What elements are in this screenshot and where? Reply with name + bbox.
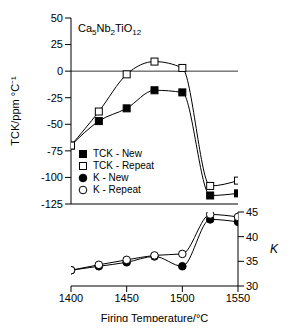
html-text:K - Repeat: K - Repeat <box>93 184 141 195</box>
svg-text:-125: -125 <box>41 198 63 208</box>
svg-text:45: 45 <box>246 208 258 218</box>
html-text:TCK - New: TCK - New <box>93 148 142 159</box>
svg-text:1400: 1400 <box>59 292 83 304</box>
svg-text:30: 30 <box>246 280 258 292</box>
svg-text:-50: -50 <box>47 118 63 130</box>
svg-text:K: K <box>270 242 279 256</box>
svg-text:-75: -75 <box>47 145 63 157</box>
svg-text:1450: 1450 <box>114 292 138 304</box>
html-text:K - New: K - New <box>93 172 129 183</box>
svg-text:50: 50 <box>51 12 63 24</box>
html-text:TCK - Repeat: TCK - Repeat <box>93 160 155 171</box>
svg-text:1550: 1550 <box>226 292 250 304</box>
svg-text:TCK/ppm °C⁻¹: TCK/ppm °C⁻¹ <box>9 76 21 146</box>
svg-text:35: 35 <box>246 255 258 267</box>
svg-text:-25: -25 <box>47 92 63 104</box>
svg-text:0: 0 <box>57 65 63 77</box>
html-text:Ca5Nb2TiO12: Ca5Nb2TiO12 <box>78 22 142 38</box>
svg-text:1500: 1500 <box>170 292 194 304</box>
svg-text:-100: -100 <box>41 171 63 183</box>
svg-text:25: 25 <box>51 38 63 50</box>
svg-text:40: 40 <box>246 231 258 243</box>
svg-text:Firing Temperature/°C: Firing Temperature/°C <box>101 312 209 322</box>
